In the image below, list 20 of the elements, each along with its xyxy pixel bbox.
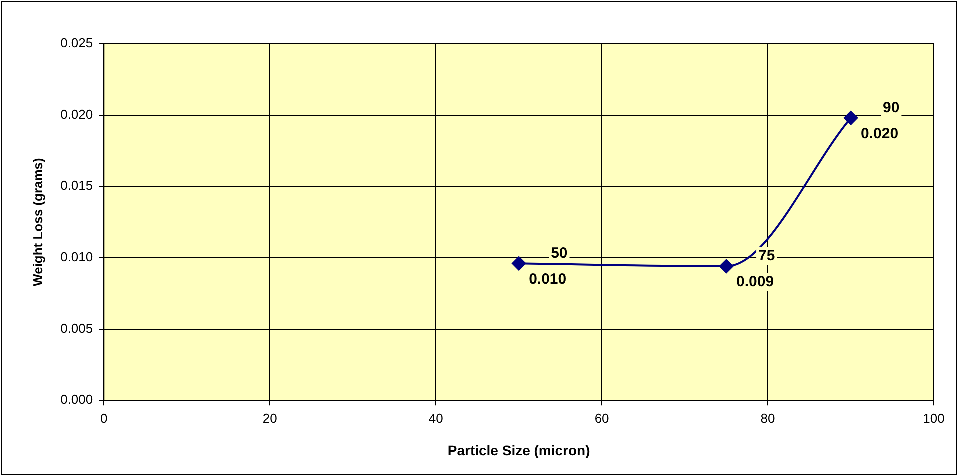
y-tick-label: 0.025: [60, 36, 94, 51]
point: [720, 260, 734, 274]
y-tick-label: 0.020: [60, 106, 94, 122]
x-tick-label: 60: [594, 410, 610, 426]
x-tick-label: 80: [760, 410, 776, 426]
y-axis-title: Weight Loss (grams): [30, 158, 46, 286]
data-label: 75 0.009: [736, 248, 776, 291]
y-tick-label: 0.015: [60, 178, 94, 194]
x-axis-title: Particle Size (micron): [448, 442, 590, 458]
x-tick-label: 100: [923, 410, 945, 426]
y-tick-label: 0.000: [60, 392, 94, 408]
x-tick-label: 0: [100, 410, 108, 426]
data-label: 90 0.020: [861, 99, 900, 142]
y-tick-label: 0.005: [60, 320, 94, 336]
data-label: 50 0.010: [529, 244, 568, 288]
point: [844, 111, 858, 126]
y-tick-label: 0.010: [60, 250, 94, 265]
x-tick-label: 20: [262, 410, 278, 426]
x-tick-label: 40: [428, 410, 444, 426]
point: [512, 256, 526, 271]
